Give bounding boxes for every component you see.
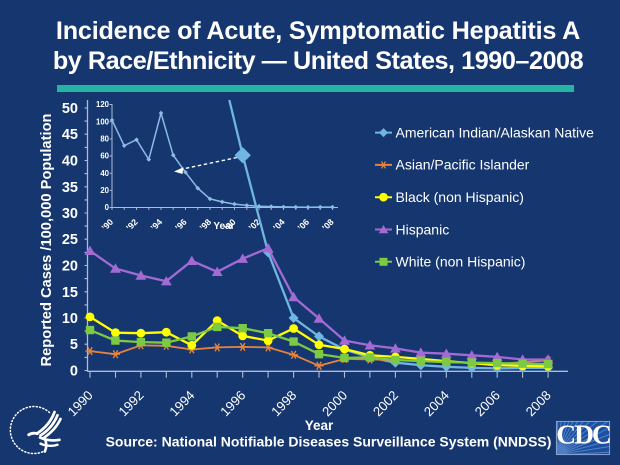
svg-text:2002: 2002	[370, 388, 401, 420]
svg-text:1996: 1996	[217, 388, 248, 420]
svg-text:’98: ’98	[198, 217, 214, 233]
svg-text:120: 120	[96, 100, 110, 109]
svg-text:60: 60	[100, 152, 109, 161]
svg-text:Hispanic: Hispanic	[396, 221, 450, 237]
svg-text:Black (non Hispanic): Black (non Hispanic)	[396, 189, 524, 205]
svg-text:Source: National Notifiable Di: Source: National Notifiable Diseases Sur…	[106, 434, 552, 450]
svg-text:2004: 2004	[421, 388, 452, 420]
svg-text:40: 40	[62, 154, 78, 170]
svg-text:5: 5	[70, 337, 78, 353]
svg-text:40: 40	[100, 169, 109, 178]
svg-text:Asian/Pacific Islander: Asian/Pacific Islander	[396, 157, 530, 173]
svg-text:’90: ’90	[100, 217, 116, 233]
svg-text:American Indian/Alaskan Native: American Indian/Alaskan Native	[396, 124, 595, 140]
svg-text:20: 20	[62, 259, 78, 275]
svg-text:White (non Hispanic): White (non Hispanic)	[396, 254, 526, 270]
svg-text:2000: 2000	[319, 388, 350, 420]
svg-text:1998: 1998	[268, 388, 299, 420]
svg-text:0: 0	[105, 203, 110, 212]
svg-text:CDC: CDC	[556, 419, 610, 450]
svg-text:100: 100	[96, 117, 110, 126]
svg-text:1990: 1990	[65, 388, 96, 420]
svg-text:30: 30	[62, 206, 78, 222]
svg-text:1994: 1994	[166, 388, 197, 420]
svg-text:Year: Year	[213, 221, 234, 232]
svg-text:20: 20	[100, 186, 109, 195]
svg-text:’96: ’96	[173, 217, 189, 233]
svg-text:’92: ’92	[124, 217, 140, 233]
svg-text:’94: ’94	[149, 217, 165, 233]
svg-text:1992: 1992	[115, 388, 146, 420]
svg-text:2008: 2008	[523, 388, 554, 420]
svg-text:’04: ’04	[271, 217, 287, 233]
svg-text:’06: ’06	[296, 217, 312, 233]
svg-text:80: 80	[100, 135, 109, 144]
svg-text:0: 0	[70, 364, 78, 380]
svg-text:10: 10	[62, 311, 78, 327]
svg-text:50: 50	[62, 101, 78, 117]
svg-text:Reported Cases /100,000 Popula: Reported Cases /100,000 Population	[39, 113, 55, 366]
svg-text:Year: Year	[305, 418, 334, 433]
svg-text:’08: ’08	[320, 217, 336, 233]
svg-text:2006: 2006	[472, 388, 503, 420]
svg-text:25: 25	[62, 232, 78, 248]
svg-text:15: 15	[62, 285, 78, 301]
svg-text:45: 45	[62, 127, 78, 143]
svg-text:35: 35	[62, 180, 78, 196]
